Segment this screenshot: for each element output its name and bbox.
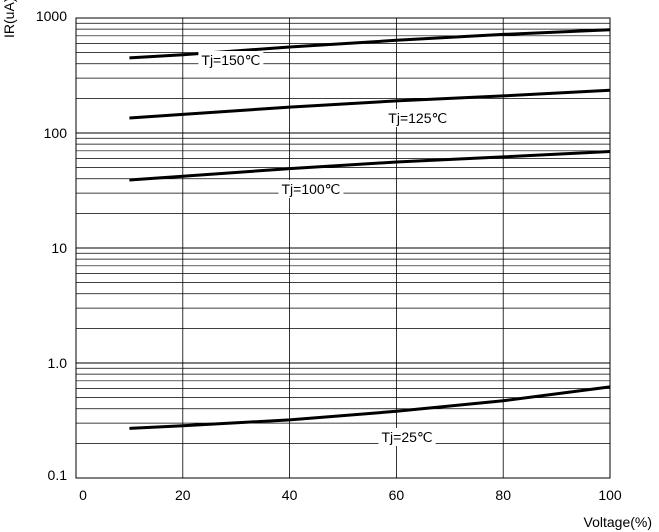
series-line: [129, 88, 611, 120]
y-tick-label: 100: [44, 125, 68, 141]
series-label-background: [198, 51, 264, 69]
x-tick-label: 60: [389, 487, 405, 503]
y-tick-labels: 0.1 1.0 10 100 1000: [36, 8, 67, 483]
series-label: Tj=25℃: [382, 429, 433, 445]
plot-frame: [75, 17, 611, 479]
series-label: Tj=150℃: [201, 52, 260, 68]
series-line: [129, 385, 611, 430]
series-label-background: [378, 428, 436, 446]
x-axis-label: Voltage(%): [584, 514, 652, 530]
series-label-background: [278, 180, 344, 198]
y-tick-label: 0.1: [48, 467, 68, 483]
x-tick-label: 40: [282, 487, 298, 503]
y-tick-label: 10: [51, 240, 67, 256]
series-label: Tj=100℃: [281, 181, 340, 197]
x-tick-label: 0: [79, 487, 87, 503]
series-line: [129, 28, 611, 60]
grid: [76, 18, 610, 478]
x-tick-labels: 0 20 40 60 80 100: [79, 487, 622, 503]
x-tick-label: 100: [598, 487, 622, 503]
y-tick-label: 1.0: [48, 355, 68, 371]
series-label-background: [385, 109, 451, 127]
x-tick-label: 80: [495, 487, 511, 503]
y-axis-label: IR(uA): [1, 0, 17, 38]
series-label: Tj=125℃: [388, 110, 447, 126]
x-tick-label: 20: [175, 487, 191, 503]
series-lines: [129, 28, 611, 430]
series-line: [129, 150, 611, 182]
y-tick-label: 1000: [36, 8, 67, 24]
series-labels: Tj=150℃ Tj=125℃ Tj=100℃ Tj=25℃: [198, 51, 451, 446]
